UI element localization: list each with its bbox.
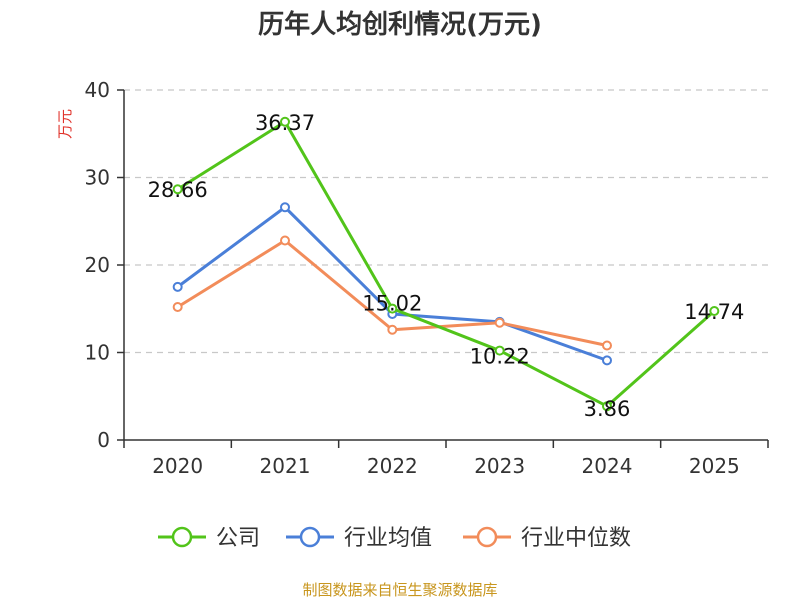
source-note: 制图数据来自恒生聚源数据库	[302, 581, 497, 599]
x-tick-label: 2021	[260, 454, 311, 478]
data-point	[280, 202, 290, 213]
data-labels: 28.66 36.37 15.02 10.22 3.86 14.74	[148, 111, 745, 421]
data-point	[494, 345, 505, 356]
data-point	[387, 324, 398, 335]
data-point	[602, 401, 612, 412]
y-tick-label: 20	[85, 253, 110, 277]
legend-marker	[476, 526, 498, 548]
x-tick-label: 2025	[689, 454, 740, 478]
data-label: 14.74	[684, 300, 744, 324]
legend-label: 行业中位数	[521, 526, 631, 551]
data-point	[172, 302, 183, 312]
data-label: 28.66	[148, 178, 208, 202]
y-tick-label: 30	[85, 166, 110, 190]
data-label: 3.86	[584, 397, 631, 421]
legend-marker	[299, 526, 321, 548]
y-axis-label: 万元	[56, 109, 74, 139]
legend-label: 行业均值	[344, 526, 432, 551]
data-label: 15.02	[362, 292, 422, 316]
data-point	[172, 184, 183, 195]
data-point	[602, 355, 612, 366]
y-tick-label: 10	[85, 341, 110, 365]
series-line-0	[176, 120, 716, 408]
data-point	[602, 340, 612, 351]
data-point	[280, 116, 290, 127]
data-label: 36.37	[255, 111, 315, 135]
x-tick-label: 2023	[474, 454, 525, 478]
data-point	[387, 303, 398, 314]
axes: 0 10 20 30 40 2020 2021 2022 2023 2024 2025	[85, 78, 769, 478]
legend: 公司 行业均值 行业中位数	[158, 526, 631, 551]
data-point	[494, 317, 505, 328]
series-layer	[172, 116, 720, 412]
y-tick-label: 0	[97, 428, 110, 452]
chart-title: 历年人均创利情况(万元)	[258, 9, 542, 40]
legend-marker	[171, 526, 193, 548]
y-tick-label: 40	[85, 78, 110, 102]
data-point	[280, 235, 290, 246]
x-tick-label: 2024	[582, 454, 633, 478]
grid-lines	[124, 89, 768, 354]
data-point	[172, 281, 183, 292]
data-label: 10.22	[470, 345, 530, 369]
legend-label: 公司	[216, 526, 260, 551]
data-point	[709, 306, 720, 317]
x-tick-label: 2020	[152, 454, 203, 478]
x-tick-label: 2022	[367, 454, 418, 478]
series-line-1	[176, 205, 608, 362]
